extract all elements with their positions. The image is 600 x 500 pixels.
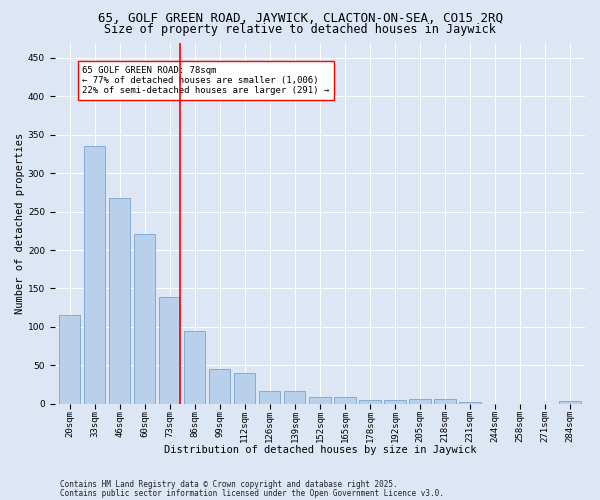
Text: Contains public sector information licensed under the Open Government Licence v3: Contains public sector information licen… bbox=[60, 488, 444, 498]
Bar bbox=[134, 234, 155, 404]
Bar bbox=[59, 316, 80, 404]
Bar bbox=[460, 402, 481, 404]
Bar bbox=[334, 397, 356, 404]
Text: Contains HM Land Registry data © Crown copyright and database right 2025.: Contains HM Land Registry data © Crown c… bbox=[60, 480, 398, 489]
Bar bbox=[559, 402, 581, 404]
Bar bbox=[384, 400, 406, 404]
Bar bbox=[84, 146, 106, 404]
Text: Size of property relative to detached houses in Jaywick: Size of property relative to detached ho… bbox=[104, 22, 496, 36]
Bar bbox=[259, 392, 280, 404]
Bar bbox=[184, 332, 205, 404]
Bar bbox=[284, 392, 305, 404]
Text: 65 GOLF GREEN ROAD: 78sqm
← 77% of detached houses are smaller (1,006)
22% of se: 65 GOLF GREEN ROAD: 78sqm ← 77% of detac… bbox=[82, 66, 329, 96]
Bar bbox=[359, 400, 380, 404]
Y-axis label: Number of detached properties: Number of detached properties bbox=[15, 132, 25, 314]
Bar bbox=[209, 369, 230, 404]
Bar bbox=[234, 373, 256, 404]
Bar bbox=[409, 399, 431, 404]
Text: 65, GOLF GREEN ROAD, JAYWICK, CLACTON-ON-SEA, CO15 2RQ: 65, GOLF GREEN ROAD, JAYWICK, CLACTON-ON… bbox=[97, 12, 503, 26]
Bar bbox=[309, 397, 331, 404]
X-axis label: Distribution of detached houses by size in Jaywick: Distribution of detached houses by size … bbox=[164, 445, 476, 455]
Bar bbox=[434, 399, 455, 404]
Bar bbox=[159, 297, 181, 404]
Bar bbox=[109, 198, 130, 404]
